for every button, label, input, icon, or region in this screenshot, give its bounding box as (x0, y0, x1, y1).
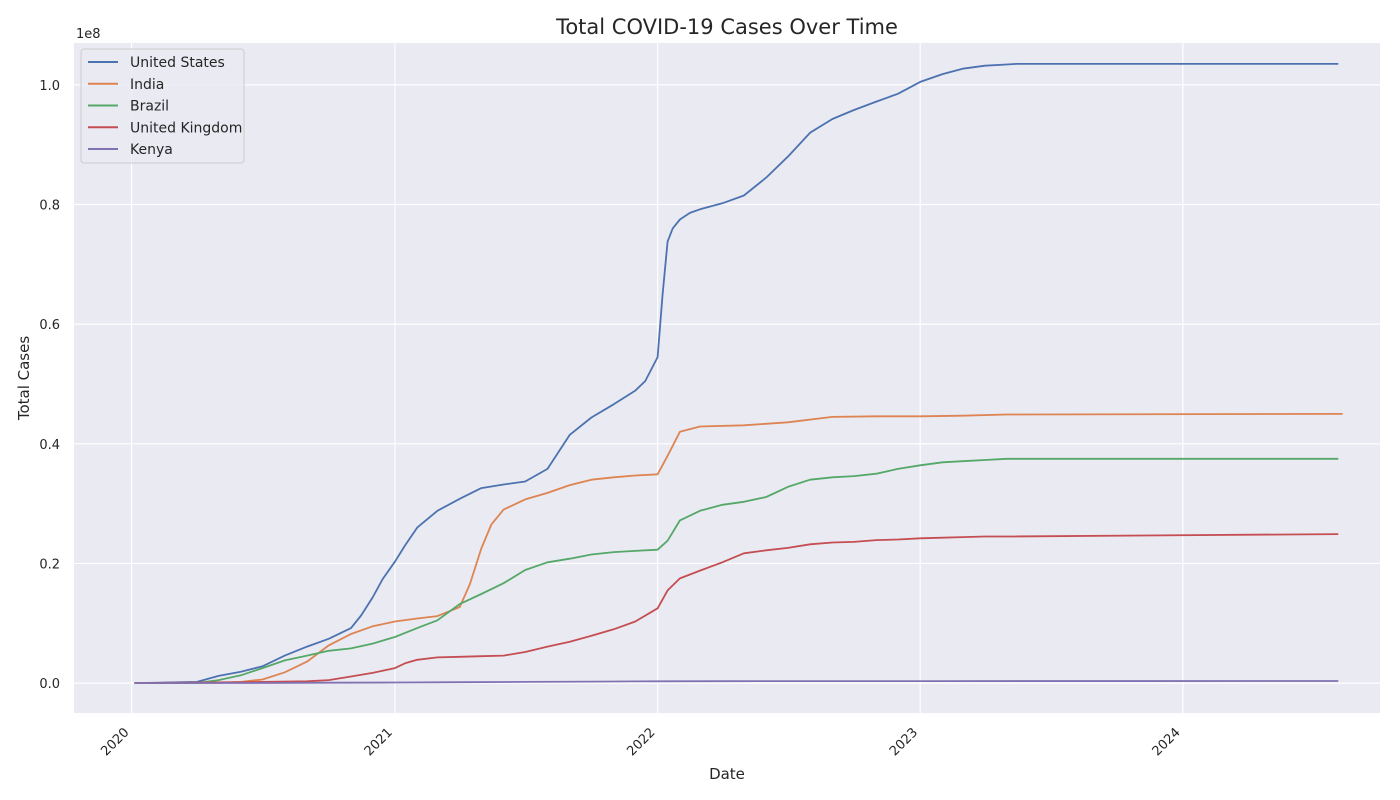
series-layer (134, 63, 1343, 684)
x-axis-label: Date (709, 765, 745, 783)
y-tick-label: 1.0 (39, 79, 60, 94)
y-axis-offset-label: 1e8 (76, 27, 101, 42)
y-tick-label: 0.2 (39, 557, 60, 572)
legend-label: Brazil (130, 99, 169, 115)
plot-area-background (74, 43, 1380, 713)
x-tick-label: 2022 (624, 725, 658, 759)
y-tick-label: 0.8 (39, 199, 60, 214)
legend-items: United States India Brazil United Kingdom Ke… (88, 55, 242, 158)
y-tick-label: 0.6 (39, 318, 60, 333)
legend-box (80, 48, 245, 164)
legend-label: Kenya (130, 142, 173, 158)
series-line-india (134, 413, 1343, 684)
legend: United States India Brazil United Kingdom Ke… (80, 48, 245, 164)
series-line-united-kingdom (134, 533, 1339, 684)
chart-title: Total COVID-19 Cases Over Time (555, 15, 898, 39)
y-tick-label: 0.4 (39, 438, 60, 453)
legend-label: United Kingdom (130, 120, 242, 136)
legend-label: India (130, 77, 164, 93)
x-tick-label: 2024 (1150, 725, 1184, 759)
y-tick-label: 0.0 (39, 677, 60, 692)
x-tick-label: 2021 (362, 725, 396, 759)
legend-label: United States (130, 55, 225, 71)
x-tick-label: 2023 (887, 725, 921, 759)
y-axis-label: Total Cases (15, 336, 33, 422)
series-line-brazil (134, 457, 1339, 684)
series-line-united-states (134, 63, 1339, 684)
series-line-kenya (134, 680, 1339, 684)
x-tick-label: 2020 (98, 725, 132, 759)
